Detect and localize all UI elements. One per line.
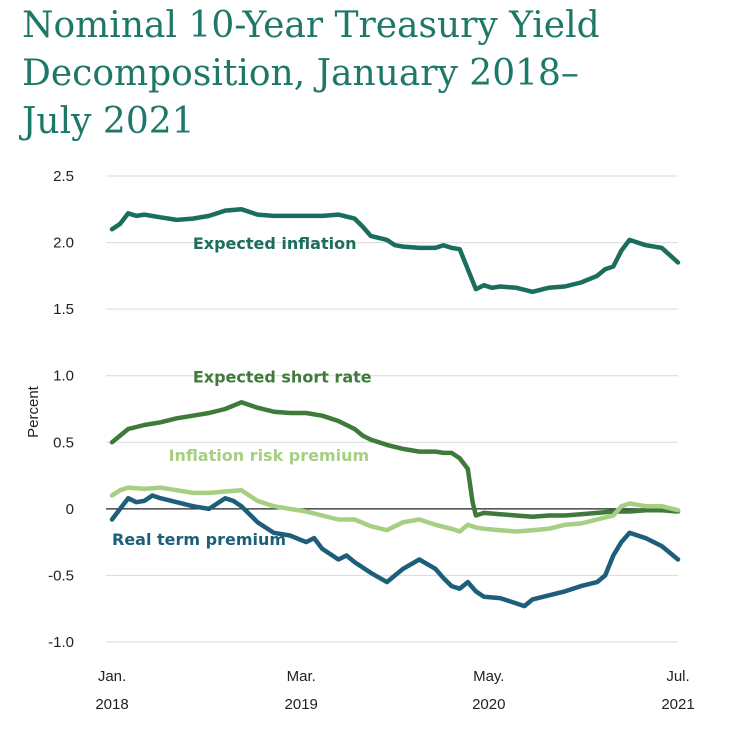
series-line-inflation-risk-premium	[109, 485, 681, 534]
x-tick-label: 2021	[661, 696, 694, 713]
x-tick-label: May.	[473, 668, 504, 685]
series-line-expected-short-rate	[109, 400, 681, 520]
x-tick-label: 2020	[472, 696, 505, 713]
chart-title-line-3: July 2021	[22, 101, 195, 142]
x-tick-label: Jul.	[666, 668, 689, 685]
chart-title-line-2: Decomposition, January 2018–	[22, 53, 579, 94]
x-axis-ticks: Jan. 2018 Mar. 2019 May. 2020 Jul. 2021	[95, 668, 694, 713]
series-line-real-term-premium	[109, 493, 681, 609]
y-tick-label: -0.5	[48, 567, 74, 584]
series-label-real-term-premium: Real term premium	[112, 530, 286, 549]
y-tick-label: 2.5	[53, 168, 74, 185]
y-axis-ticks: 2.5 2.0 1.5 1.0 0.5 0 -0.5 -1.0	[48, 168, 74, 651]
series-labels: Expected inflation Expected short rate Inf…	[112, 234, 372, 549]
y-axis-label: Percent	[25, 385, 42, 438]
y-tick-label: 1.0	[53, 368, 74, 385]
y-tick-label: 0	[66, 501, 74, 518]
y-tick-label: 0.5	[53, 434, 74, 451]
series-line-expected-inflation	[109, 207, 681, 295]
series-label-expected-inflation: Expected inflation	[193, 234, 357, 253]
y-tick-label: 1.5	[53, 301, 74, 318]
x-tick-label: 2018	[95, 696, 128, 713]
x-tick-label: 2019	[285, 696, 318, 713]
x-tick-label: Mar.	[287, 668, 316, 685]
chart-title: Nominal 10-Year Treasury Yield Decomposi…	[22, 2, 722, 146]
series-label-inflation-risk-premium: Inflation risk premium	[169, 446, 370, 465]
series-label-expected-short-rate: Expected short rate	[193, 367, 372, 386]
chart-title-line-1: Nominal 10-Year Treasury Yield	[22, 5, 600, 46]
gridlines	[106, 175, 678, 643]
x-tick-label: Jan.	[98, 668, 126, 685]
y-tick-label: -1.0	[48, 634, 74, 651]
y-tick-label: 2.0	[53, 235, 74, 252]
series-lines	[109, 207, 681, 609]
